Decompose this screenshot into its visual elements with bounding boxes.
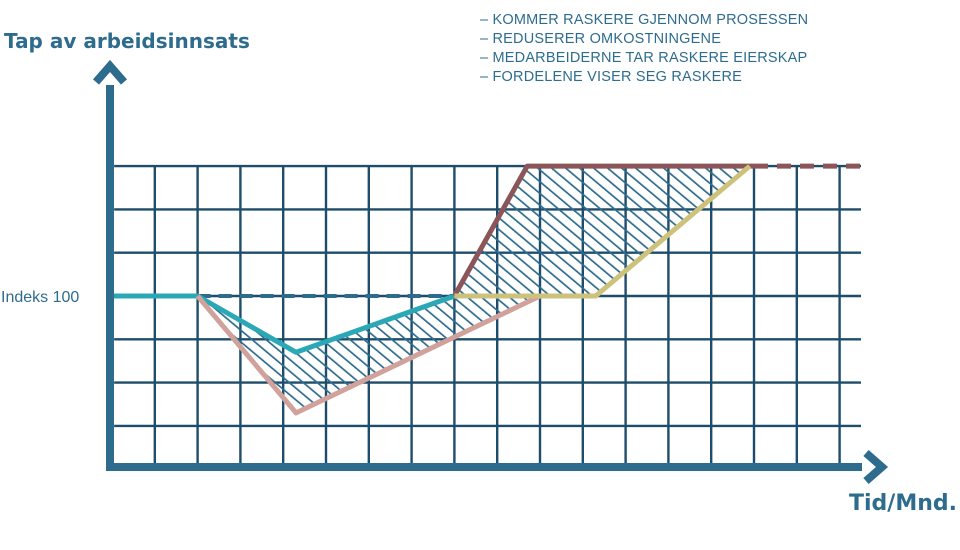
series-lines [112,163,861,416]
hatched-area-lower [197,296,540,413]
series-line-olive [454,164,752,299]
note-1: – KOMMER RASKERE GJENNOM PROSESSEN [480,12,808,28]
y-tick-label: Indeks 100 [1,289,79,306]
axes [92,59,889,485]
hatched-areas [197,166,750,413]
series-line-brown [452,163,754,298]
note-2: – REDUSERER OMKOSTNINGENE [480,31,721,47]
hatched-area-upper [454,166,750,296]
y-axis-label: Tap av arbeidsinnsats [4,29,250,53]
y-axis-arrowhead [92,59,128,85]
note-3: – MEDARBEIDERNE TAR RASKERE EIERSKAP [480,50,807,66]
x-axis-arrowhead [863,449,889,485]
series-line-pink [195,293,542,416]
x-axis-label: Tid/Mnd. [849,491,957,516]
series-line-teal [112,293,456,355]
note-4: – FORDELENE VISER SEG RASKERE [480,69,742,85]
